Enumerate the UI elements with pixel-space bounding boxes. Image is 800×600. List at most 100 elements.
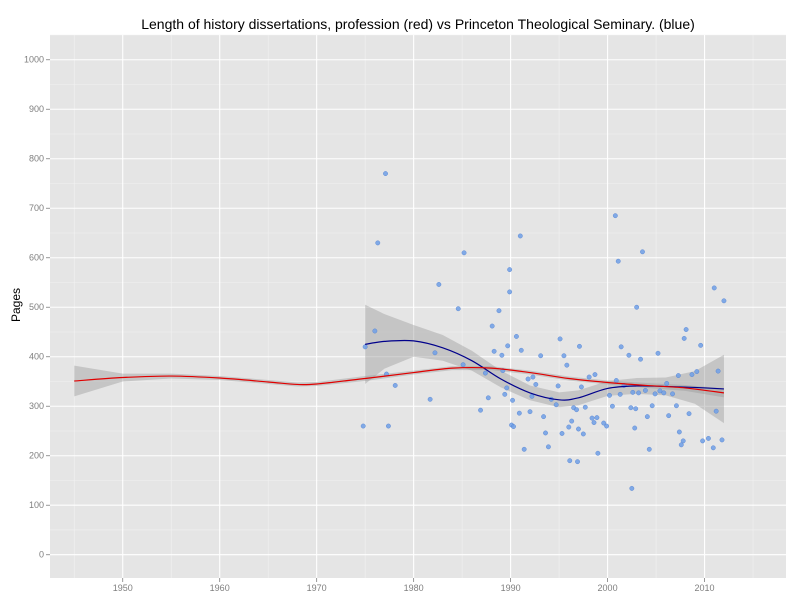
data-point (496, 308, 502, 314)
data-points (360, 171, 727, 491)
y-axis-label: Pages (9, 288, 23, 322)
x-tick-label: 1950 (113, 583, 133, 593)
x-axis: 1950 1960 1970 1980 1990 2000 2010 (113, 578, 715, 593)
data-point (674, 403, 679, 409)
data-point (604, 423, 610, 429)
y-tick-label: 600 (29, 253, 44, 263)
data-point (661, 390, 667, 396)
data-point (644, 414, 650, 420)
data-point (561, 353, 567, 359)
data-point (681, 336, 687, 341)
data-point (527, 409, 533, 415)
data-point (574, 407, 579, 413)
data-point (507, 289, 513, 295)
plot-panel (50, 35, 786, 578)
data-point (630, 389, 636, 395)
data-point (478, 407, 483, 413)
data-point (689, 372, 695, 377)
data-point (589, 415, 595, 421)
x-tick-label: 1990 (501, 583, 521, 593)
data-point (436, 282, 442, 287)
data-point (670, 391, 675, 397)
data-point (362, 344, 368, 350)
data-point (530, 374, 536, 380)
data-point (507, 267, 513, 273)
data-point (455, 306, 461, 312)
data-point (567, 458, 573, 464)
data-point (664, 381, 670, 386)
data-point (499, 352, 505, 358)
data-point (566, 424, 572, 430)
data-point (482, 370, 488, 376)
x-tick-label: 2010 (695, 583, 715, 593)
data-point (578, 384, 584, 390)
data-point (642, 388, 648, 393)
data-point (586, 374, 592, 380)
data-point (514, 334, 519, 339)
data-point (694, 369, 700, 374)
data-point (461, 250, 467, 256)
data-point (607, 392, 612, 398)
data-point (680, 438, 686, 444)
y-tick-label: 500 (29, 302, 44, 312)
data-point (541, 414, 546, 420)
data-point (529, 393, 535, 399)
data-point (521, 446, 527, 452)
y-tick-label: 200 (29, 451, 44, 461)
data-point (489, 323, 495, 329)
data-point (683, 327, 689, 332)
y-tick-label: 900 (29, 104, 44, 114)
data-point (518, 347, 524, 353)
data-point (666, 413, 672, 419)
data-point (510, 397, 515, 403)
data-point (612, 213, 618, 219)
data-point (392, 383, 398, 388)
data-point (432, 350, 438, 356)
y-tick-label: 700 (29, 203, 44, 213)
data-point (533, 382, 539, 387)
data-point (516, 410, 522, 416)
data-point (636, 390, 642, 396)
grid-minor (50, 34, 786, 578)
data-point (615, 258, 621, 264)
data-point (504, 385, 510, 391)
data-point (686, 411, 692, 417)
data-point (360, 423, 366, 429)
data-point (491, 348, 497, 354)
data-point (601, 420, 607, 426)
data-point (460, 362, 466, 368)
chart-title: Length of history dissertations, profess… (141, 16, 695, 32)
data-point (649, 403, 655, 409)
data-point (618, 344, 624, 350)
y-axis: 0 100 200 300 400 500 600 700 800 900 1000 (24, 55, 50, 560)
data-point (633, 406, 639, 412)
data-point (553, 402, 559, 408)
data-point (555, 383, 561, 389)
data-point (710, 445, 716, 451)
data-point (525, 376, 531, 382)
data-point (557, 336, 563, 342)
data-point (678, 442, 684, 448)
data-point (592, 372, 598, 377)
data-point (700, 438, 706, 444)
y-tick-label: 0 (39, 550, 44, 560)
data-point (375, 240, 381, 246)
y-tick-label: 800 (29, 154, 44, 164)
data-point (595, 450, 601, 456)
data-point (646, 446, 652, 452)
data-point (634, 304, 640, 310)
data-point (640, 249, 645, 255)
data-point (576, 426, 581, 432)
data-point (543, 430, 548, 436)
smooth-lines (74, 339, 725, 401)
x-tick-label: 1970 (307, 583, 327, 593)
y-tick-label: 1000 (24, 55, 44, 65)
data-point (698, 342, 704, 348)
data-point (675, 373, 681, 378)
data-point (652, 391, 658, 397)
data-point (383, 171, 388, 176)
x-tick-label: 1960 (210, 583, 230, 593)
data-point (427, 396, 433, 402)
data-point (711, 285, 717, 291)
